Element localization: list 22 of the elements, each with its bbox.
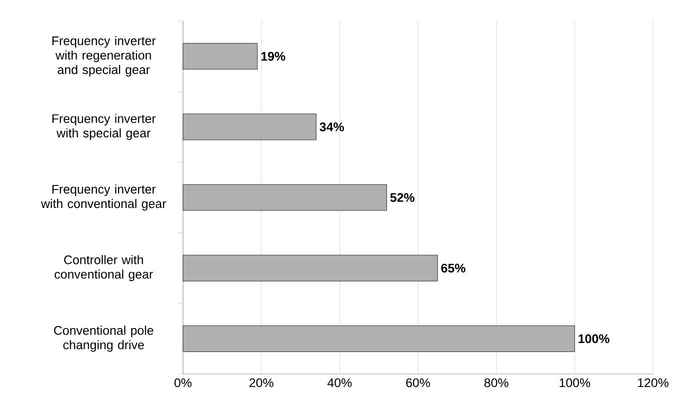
data-label: 52% [390,193,414,202]
x-tick-label: 40% [327,378,352,388]
data-label: 19% [261,52,286,61]
y-tick-label: Frequency inverter with regeneration and special gear [52,36,156,77]
bar [182,254,438,282]
bar [182,326,575,352]
x-tick-label: 120% [638,378,668,388]
data-label: 65% [441,264,466,273]
bar [182,114,316,140]
x-tick-label: 100% [560,378,590,388]
y-tick-label: Frequency inverter with conventional gear [40,184,166,211]
bar [182,184,387,211]
bar [182,43,258,70]
y-tick-label: Frequency inverter with special gear [52,114,156,140]
y-tick-label: Conventional pole changing drive [54,326,154,352]
x-tick-label: 0% [174,378,192,388]
x-tick-label: 80% [484,378,508,388]
data-label: 100% [578,334,610,344]
x-tick-label: 20% [250,378,274,388]
x-tick-label: 60% [406,378,430,388]
data-label: 34% [320,122,344,132]
y-tick-label: Controller with conventional gear [54,255,153,282]
